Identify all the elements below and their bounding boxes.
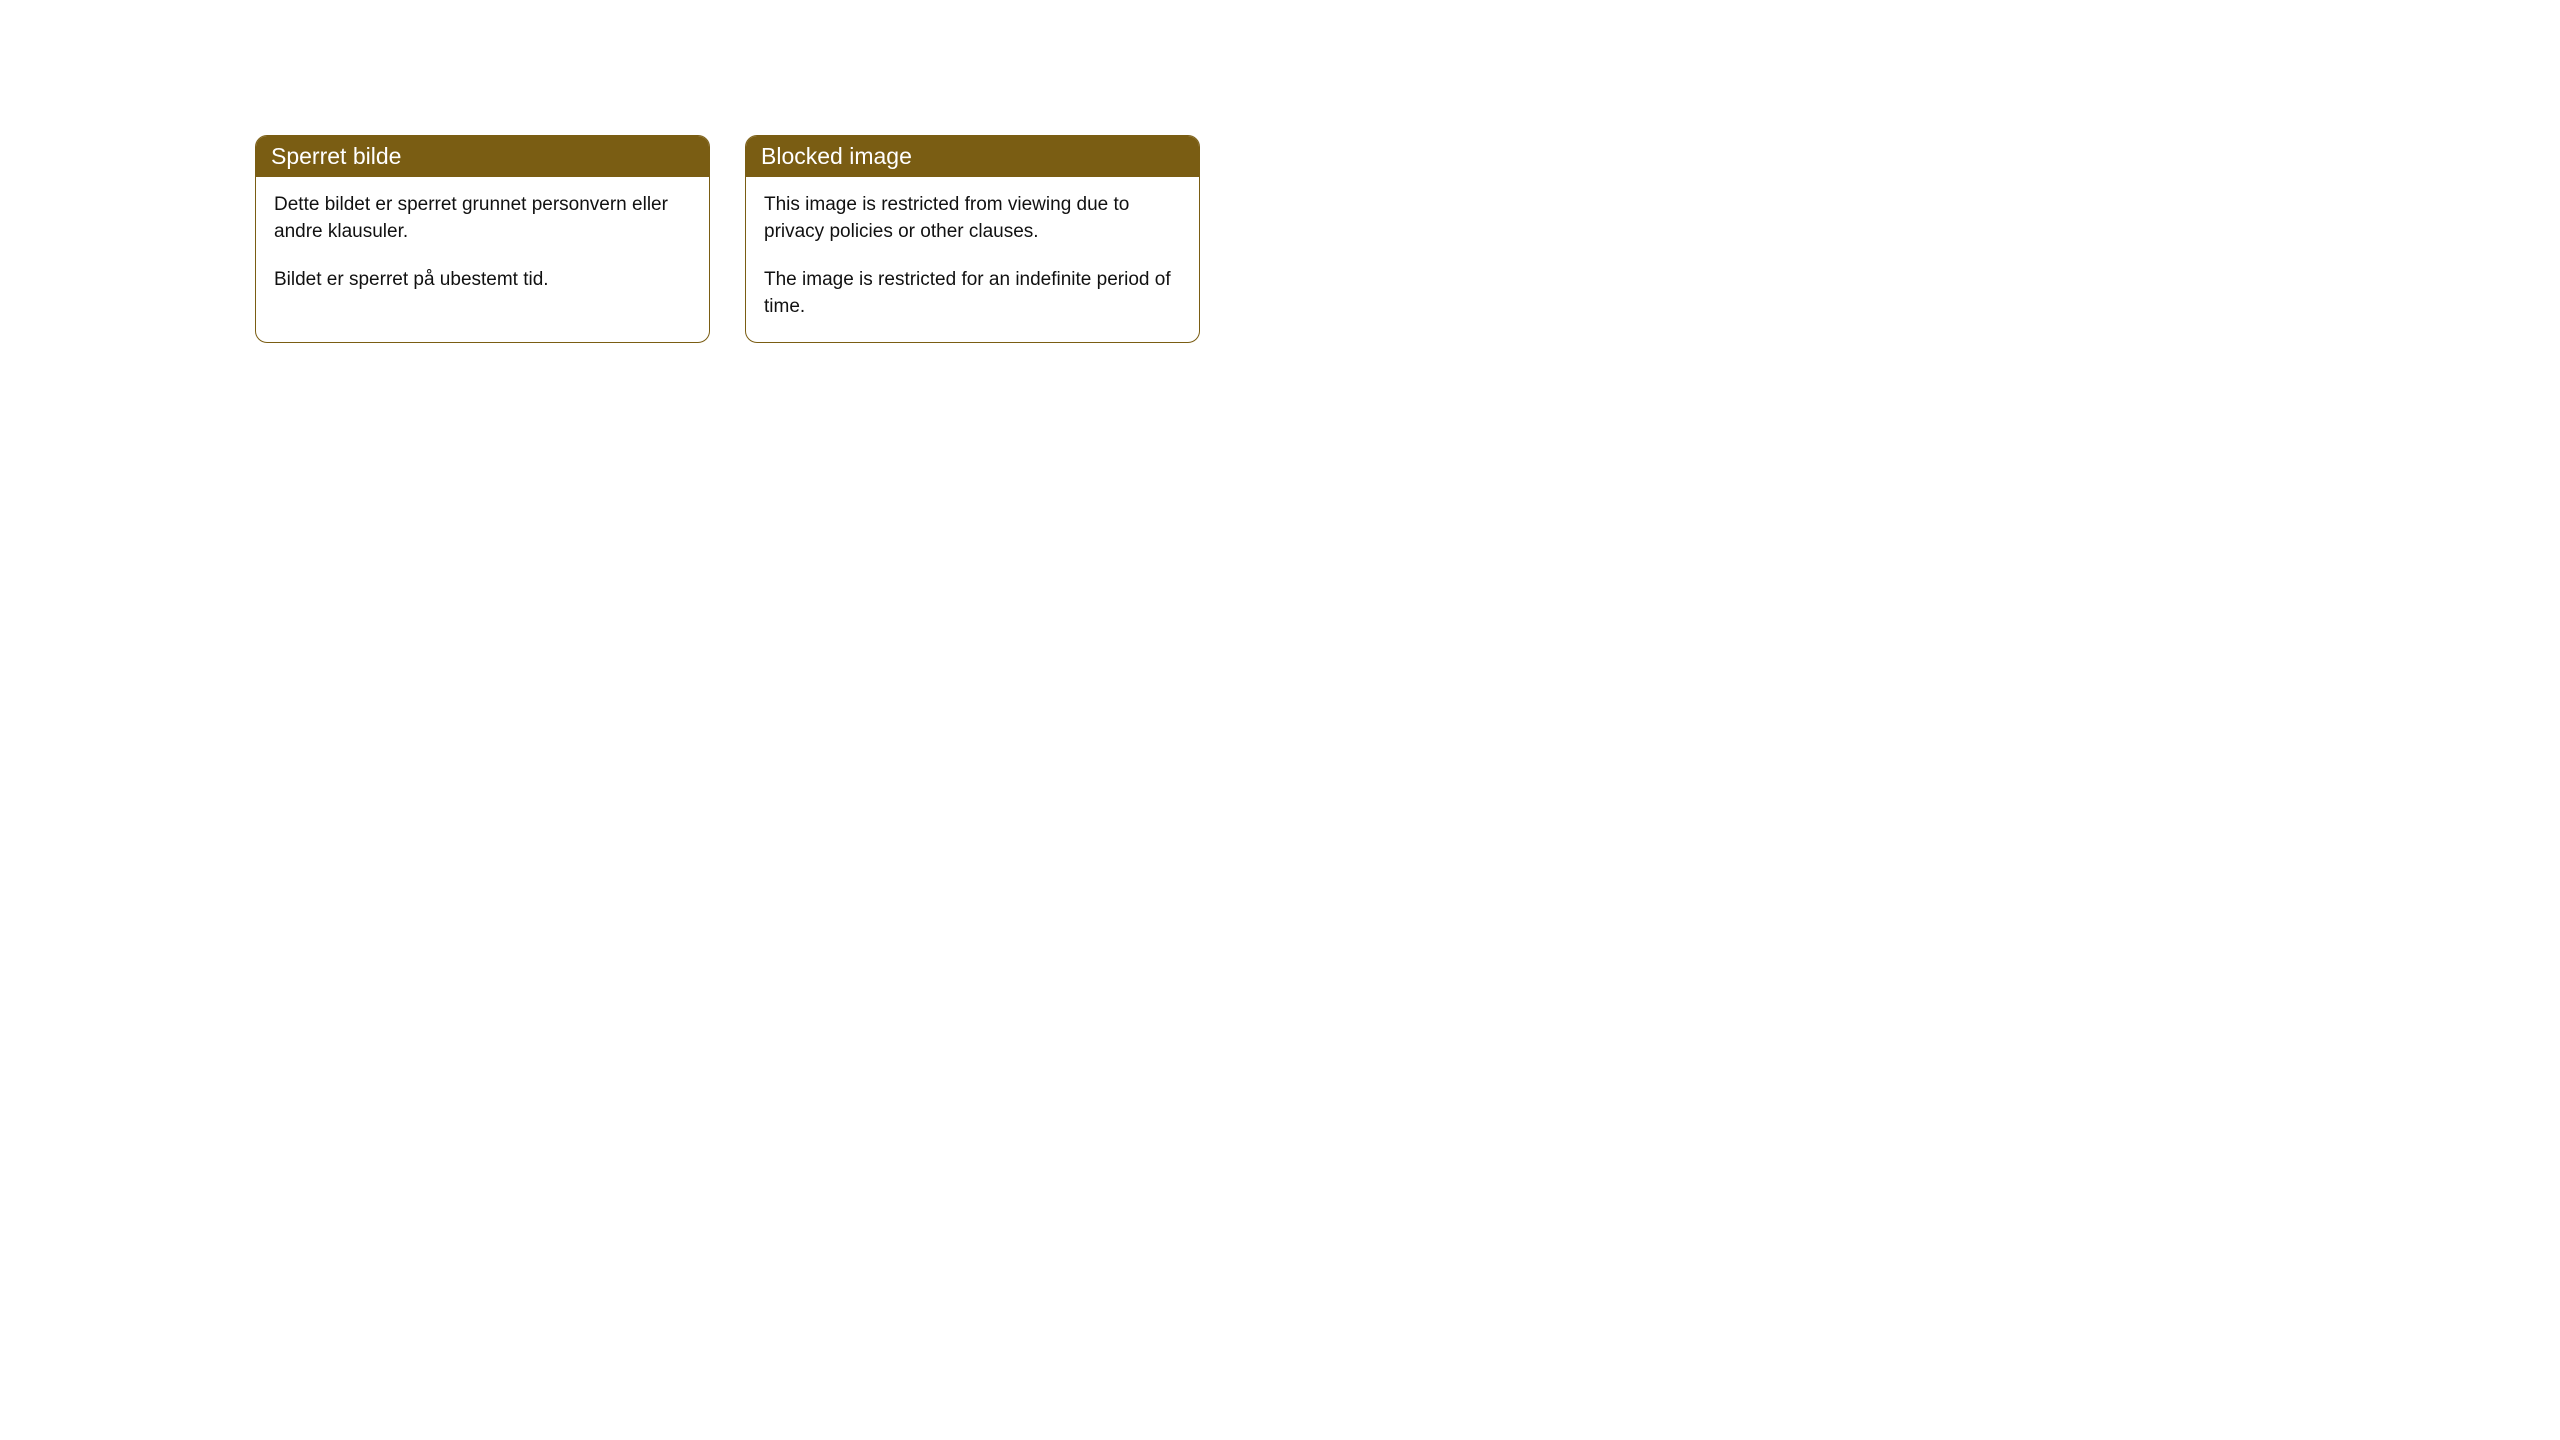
notice-card-norwegian: Sperret bilde Dette bildet er sperret gr…: [255, 135, 710, 343]
paragraph-1: This image is restricted from viewing du…: [764, 192, 1181, 245]
card-body: Dette bildet er sperret grunnet personve…: [256, 177, 709, 316]
notice-card-english: Blocked image This image is restricted f…: [745, 135, 1200, 343]
card-title: Blocked image: [746, 136, 1199, 177]
notice-cards-container: Sperret bilde Dette bildet er sperret gr…: [255, 135, 2560, 343]
paragraph-1: Dette bildet er sperret grunnet personve…: [274, 192, 691, 245]
paragraph-2: Bildet er sperret på ubestemt tid.: [274, 267, 691, 294]
paragraph-2: The image is restricted for an indefinit…: [764, 267, 1181, 320]
card-body: This image is restricted from viewing du…: [746, 177, 1199, 342]
card-title: Sperret bilde: [256, 136, 709, 177]
